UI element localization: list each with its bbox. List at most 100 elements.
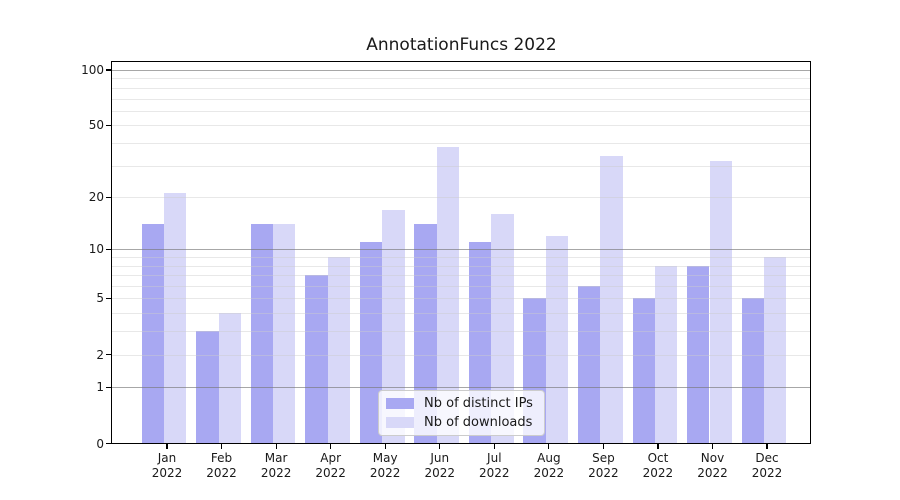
x-tick-year: 2022	[151, 466, 183, 480]
x-tick-year: 2022	[206, 466, 237, 480]
bar-downloads-mar	[273, 224, 296, 444]
x-tick-year: 2022	[260, 466, 292, 480]
x-tick-month: Feb	[210, 450, 233, 465]
bar-downloads-oct	[654, 265, 678, 444]
bar-downloads-nov	[709, 160, 732, 444]
x-tick-month: Jun	[430, 450, 450, 465]
x-tick-month: Aug	[537, 450, 561, 465]
x-tick-label-mar: Mar 2022	[246, 451, 306, 482]
x-tick-month: Nov	[700, 450, 725, 465]
x-tick-year: 2022	[588, 466, 619, 480]
x-tick-label-sep: Sep 2022	[573, 451, 633, 482]
x-tick-year: 2022	[697, 466, 728, 480]
x-tick-jul	[493, 444, 495, 450]
y-tick-label-2: 2	[96, 347, 104, 362]
y-tick-20	[105, 196, 112, 198]
bar-distinct-ips-apr	[305, 275, 328, 444]
x-tick-month: Jul	[487, 450, 502, 465]
y-tick-label-100: 100	[81, 63, 104, 77]
x-tick-nov	[711, 444, 714, 450]
bar-downloads-sep	[600, 155, 623, 444]
x-tick-jun	[439, 444, 441, 450]
gridline-minor-7	[112, 275, 811, 277]
gridline-minor-30	[112, 165, 811, 167]
x-tick-may	[384, 444, 386, 450]
gridline-minor-8	[112, 265, 811, 267]
x-tick-feb	[220, 444, 223, 450]
y-tick-100	[105, 69, 112, 71]
gridline-major-100	[112, 70, 811, 71]
x-tick-jan	[166, 444, 168, 450]
y-tick-2	[105, 353, 112, 356]
gridline-minor-9	[112, 257, 811, 259]
gridline-minor-20	[112, 197, 811, 199]
bar-downloads-jun	[436, 147, 460, 444]
bar-distinct-ips-dec	[741, 298, 765, 444]
bar-downloads-dec	[764, 257, 787, 444]
x-tick-label-oct: Oct 2022	[628, 451, 688, 482]
y-tick-5	[105, 297, 112, 300]
chart-title: AnnotationFuncs 2022	[366, 35, 557, 55]
gridline-minor-40	[112, 142, 811, 144]
x-tick-mar	[275, 444, 277, 450]
legend-swatch-downloads	[386, 416, 414, 428]
gridline-minor-3	[112, 331, 811, 333]
x-tick-dec	[766, 444, 768, 450]
x-tick-month: May	[372, 450, 398, 465]
bar-distinct-ips-jun	[414, 224, 437, 444]
y-tick-10	[105, 248, 112, 251]
y-tick-label-0: 0	[96, 436, 104, 451]
bar-distinct-ips-sep	[578, 286, 601, 444]
y-tick-1	[105, 386, 112, 388]
gridline-minor-5	[112, 298, 811, 300]
legend-item-downloads: Nb of downloads	[386, 415, 544, 430]
x-tick-label-nov: Nov 2022	[683, 451, 743, 482]
x-tick-year: 2022	[533, 466, 565, 480]
legend-swatch-distinct-ips	[386, 398, 414, 410]
x-tick-label-jan: Jan 2022	[137, 451, 197, 482]
gridline-minor-50	[112, 125, 811, 127]
x-tick-sep	[602, 444, 604, 450]
bar-distinct-ips-may	[359, 242, 383, 444]
x-tick-month: Jan	[157, 450, 177, 465]
gridline-major-10	[112, 249, 811, 251]
x-tick-year: 2022	[424, 466, 456, 480]
x-tick-year: 2022	[642, 466, 674, 480]
plot-frame	[111, 61, 812, 445]
x-tick-apr	[330, 444, 332, 450]
x-tick-label-feb: Feb 2022	[192, 451, 252, 482]
x-tick-month: Dec	[755, 450, 779, 465]
bar-distinct-ips-jan	[141, 224, 164, 444]
gridline-minor-4	[112, 313, 811, 315]
gridline-minor-2	[112, 354, 811, 356]
x-tick-label-jul: Jul 2022	[464, 451, 524, 482]
x-tick-label-may: May 2022	[355, 451, 415, 482]
legend-label-downloads: Nb of downloads	[424, 414, 533, 430]
gridline-minor-90	[112, 78, 811, 80]
gridline-minor-6	[112, 286, 811, 288]
y-tick-label-5: 5	[96, 291, 104, 306]
bar-distinct-ips-oct	[632, 298, 655, 444]
bar-distinct-ips-nov	[687, 265, 710, 444]
y-tick-label-50: 50	[88, 118, 104, 133]
x-tick-year: 2022	[479, 466, 510, 480]
bar-downloads-feb	[218, 313, 241, 444]
y-tick-label-1: 1	[96, 380, 104, 395]
bar-downloads-apr	[327, 257, 351, 444]
gridline-minor-60	[112, 110, 811, 112]
legend-item-distinct-ips: Nb of distinct IPs	[386, 396, 544, 411]
y-tick-label-10: 10	[88, 242, 104, 257]
x-tick-month: Mar	[264, 450, 288, 465]
x-tick-month: Oct	[647, 450, 669, 465]
y-tick-label-20: 20	[88, 190, 104, 205]
x-tick-label-dec: Dec 2022	[737, 451, 797, 482]
legend: Nb of distinct IPs Nb of downloads	[378, 390, 545, 436]
x-tick-year: 2022	[751, 466, 783, 480]
bar-downloads-aug	[545, 235, 569, 444]
x-tick-month: Apr	[320, 450, 342, 465]
y-tick-50	[105, 124, 112, 126]
x-tick-oct	[657, 444, 659, 450]
x-tick-aug	[548, 444, 550, 450]
bar-downloads-jul	[491, 214, 514, 444]
